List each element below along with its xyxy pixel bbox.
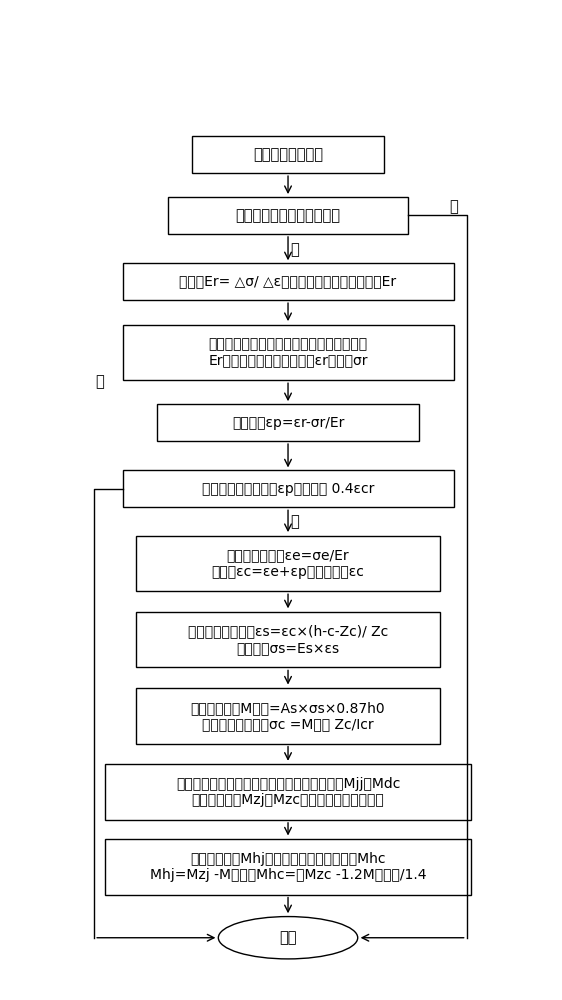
Text: 是: 是 [96, 374, 104, 389]
FancyBboxPatch shape [123, 325, 454, 380]
Text: 等效恒载弯矩M恒载=As×σs×0.87h0
受压区混凝土应力σc =M恒载 Zc/Icr: 等效恒载弯矩M恒载=As×σs×0.87h0 受压区混凝土应力σc =M恒载 Z… [191, 701, 386, 731]
Text: 混凝土弹性应变εe=σe/Er
由公式εc=εe+εp得到总应变εc: 混凝土弹性应变εe=σe/Er 由公式εc=εe+εp得到总应变εc [211, 548, 365, 579]
FancyBboxPatch shape [135, 536, 441, 591]
Text: 评定混凝土残余应变εp是否大于 0.4εcr: 评定混凝土残余应变εp是否大于 0.4εcr [202, 482, 374, 496]
FancyBboxPatch shape [123, 470, 454, 507]
FancyBboxPatch shape [105, 764, 471, 820]
Text: 活载极限弯矩Mhj和正常使用阶段最大弯矩Mhc
Mhj=Mzj -M恒载；Mhc=（Mzc -1.2M恒载）/1.4: 活载极限弯矩Mhj和正常使用阶段最大弯矩Mhc Mhj=Mzj -M恒载；Mhc… [150, 852, 426, 882]
Text: 按实测材料强度和截面尺寸分别计算承载能力Mjj和Mdc
实际承载能力Mzj和Mzc根据残余应变大小取值: 按实测材料强度和截面尺寸分别计算承载能力Mjj和Mdc 实际承载能力Mzj和Mz… [176, 777, 400, 807]
Text: 是: 是 [449, 200, 458, 215]
Text: 否: 否 [290, 242, 299, 257]
Text: 按公式Er= △σ/ △ε计算混凝土的损伤弹性模量Er: 按公式Er= △σ/ △ε计算混凝土的损伤弹性模量Er [179, 275, 397, 289]
FancyBboxPatch shape [135, 688, 441, 744]
Ellipse shape [218, 917, 357, 959]
Text: 桥梁静力荷载试验: 桥梁静力荷载试验 [253, 147, 323, 162]
Text: 跨中截面受压区测得的混凝土损伤弹性模量
Er推算混凝土静力等效应变εr和应力σr: 跨中截面受压区测得的混凝土损伤弹性模量 Er推算混凝土静力等效应变εr和应力σr [209, 337, 368, 368]
Text: 否: 否 [290, 514, 299, 529]
FancyBboxPatch shape [135, 612, 441, 667]
FancyBboxPatch shape [168, 197, 408, 234]
FancyBboxPatch shape [105, 839, 471, 895]
FancyBboxPatch shape [123, 263, 454, 300]
Text: 残余应变εp=εr-σr/Er: 残余应变εp=εr-σr/Er [232, 416, 344, 430]
Text: 受拉纵筋的总应变εs=εc×(h-c-Zc)/ Zc
纵筋应力σs=Es×εs: 受拉纵筋的总应变εs=εc×(h-c-Zc)/ Zc 纵筋应力σs=Es×εs [188, 625, 388, 655]
Text: 评定承载能力是否满足要求: 评定承载能力是否满足要求 [235, 208, 341, 223]
FancyBboxPatch shape [192, 136, 384, 173]
FancyBboxPatch shape [157, 404, 419, 441]
Text: 结束: 结束 [279, 930, 297, 945]
